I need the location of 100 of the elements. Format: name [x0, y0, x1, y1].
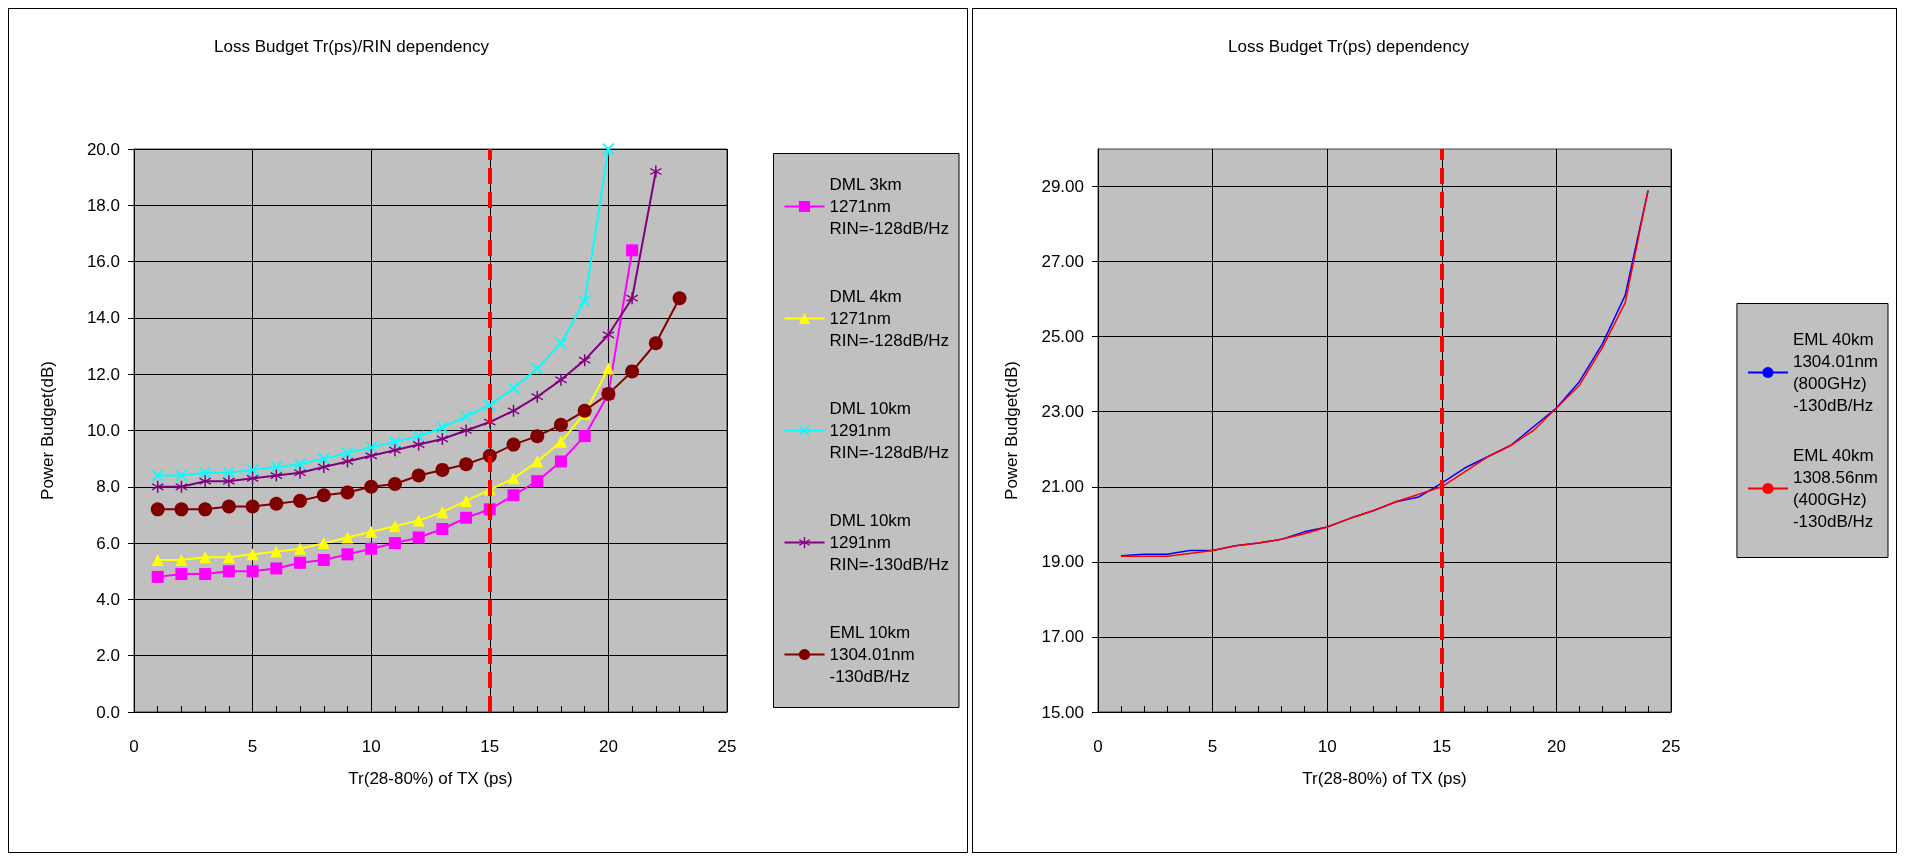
y-tick-label: 19.00 — [1041, 552, 1084, 572]
y-axis-title: Power Budget(dB) — [1002, 361, 1021, 500]
point — [506, 437, 521, 452]
point — [150, 502, 165, 517]
legend-label: DML 3km 1271nm RIN=-128dB/Hz — [829, 175, 950, 238]
point — [436, 523, 449, 536]
y-tick-label: 14.0 — [86, 308, 120, 328]
point — [531, 475, 544, 488]
point — [294, 542, 307, 555]
x-tick-label: 20 — [1546, 737, 1566, 756]
point — [626, 292, 639, 305]
point — [459, 457, 474, 472]
point — [365, 525, 378, 538]
y-tick-label: 12.0 — [86, 364, 120, 384]
point — [460, 494, 473, 507]
point — [222, 565, 235, 578]
point — [294, 556, 307, 569]
point — [317, 553, 330, 566]
point — [554, 337, 567, 350]
point — [222, 466, 235, 479]
point — [199, 551, 212, 564]
legend-label: DML 10km 1291nm RIN=-128dB/Hz — [829, 399, 950, 462]
y-tick-label: 18.0 — [86, 195, 120, 215]
point — [554, 373, 567, 386]
y-tick-label: 10.0 — [86, 421, 120, 440]
point — [175, 568, 188, 581]
point — [246, 548, 259, 561]
point — [412, 438, 425, 451]
point — [412, 514, 425, 527]
y-tick-label: 6.0 — [96, 533, 120, 553]
point — [341, 548, 354, 561]
point — [553, 417, 568, 432]
chart-title: Loss Budget Tr(ps) dependency — [1228, 37, 1470, 56]
point — [151, 480, 164, 493]
point — [294, 466, 307, 479]
point — [222, 551, 235, 564]
point — [530, 429, 545, 444]
point — [578, 430, 591, 443]
legend-label: DML 4km 1271nm RIN=-128dB/Hz — [829, 287, 950, 350]
y-tick-label: 23.00 — [1041, 402, 1084, 422]
point — [246, 565, 259, 578]
point — [435, 462, 450, 477]
point — [317, 537, 330, 550]
point — [602, 362, 615, 375]
point — [293, 493, 308, 508]
y-tick-label: 25.00 — [1041, 327, 1084, 347]
point — [365, 542, 378, 555]
point — [531, 362, 544, 375]
point — [531, 390, 544, 403]
x-tick-label: 0 — [1093, 737, 1103, 756]
y-tick-label: 17.00 — [1041, 627, 1084, 647]
point — [221, 499, 236, 514]
point — [388, 537, 401, 550]
point — [175, 469, 188, 482]
point — [388, 520, 401, 533]
point — [316, 488, 331, 503]
point — [317, 461, 330, 474]
x-tick-label: 25 — [717, 737, 737, 756]
point — [365, 449, 378, 462]
point — [151, 469, 164, 482]
point — [483, 399, 496, 412]
point — [175, 553, 188, 566]
chart-title: Loss Budget Tr(ps)/RIN dependency — [214, 37, 490, 56]
point — [341, 531, 354, 544]
y-tick-label: 4.0 — [96, 589, 120, 609]
point — [412, 531, 425, 544]
legend-label: DML 10km 1291nm RIN=-130dB/Hz — [829, 511, 950, 574]
point — [270, 545, 283, 558]
x-tick-label: 20 — [598, 737, 618, 756]
x-tick-label: 5 — [247, 737, 258, 756]
x-tick-label: 15 — [480, 737, 500, 756]
x-tick-label: 25 — [1661, 737, 1681, 756]
point — [460, 424, 473, 437]
legend-label: EML 10km 1304.01nm -130dB/Hz — [829, 623, 915, 686]
point — [436, 506, 449, 519]
point — [388, 444, 401, 457]
point — [625, 364, 640, 379]
point — [672, 291, 687, 306]
point — [151, 570, 164, 583]
y-tick-label: 16.0 — [86, 252, 120, 272]
point — [626, 244, 639, 257]
x-tick-label: 15 — [1432, 737, 1452, 756]
point — [341, 455, 354, 468]
y-tick-label: 8.0 — [96, 477, 120, 497]
point — [151, 553, 164, 566]
point — [199, 466, 212, 479]
point — [388, 435, 401, 448]
y-axis-title: Power Budget(dB) — [38, 361, 57, 500]
x-tick-label: 10 — [361, 737, 381, 756]
x-tick-label: 0 — [129, 737, 139, 756]
point — [174, 502, 189, 517]
y-tick-label: 21.00 — [1041, 477, 1084, 497]
point — [460, 511, 473, 524]
point — [387, 476, 402, 491]
point — [198, 502, 213, 517]
point — [245, 499, 260, 514]
x-axis-title: Tr(28-80%) of TX (ps) — [1302, 769, 1467, 788]
x-tick-label: 5 — [1207, 737, 1218, 756]
y-tick-label: 29.00 — [1041, 177, 1084, 197]
point — [436, 432, 449, 445]
